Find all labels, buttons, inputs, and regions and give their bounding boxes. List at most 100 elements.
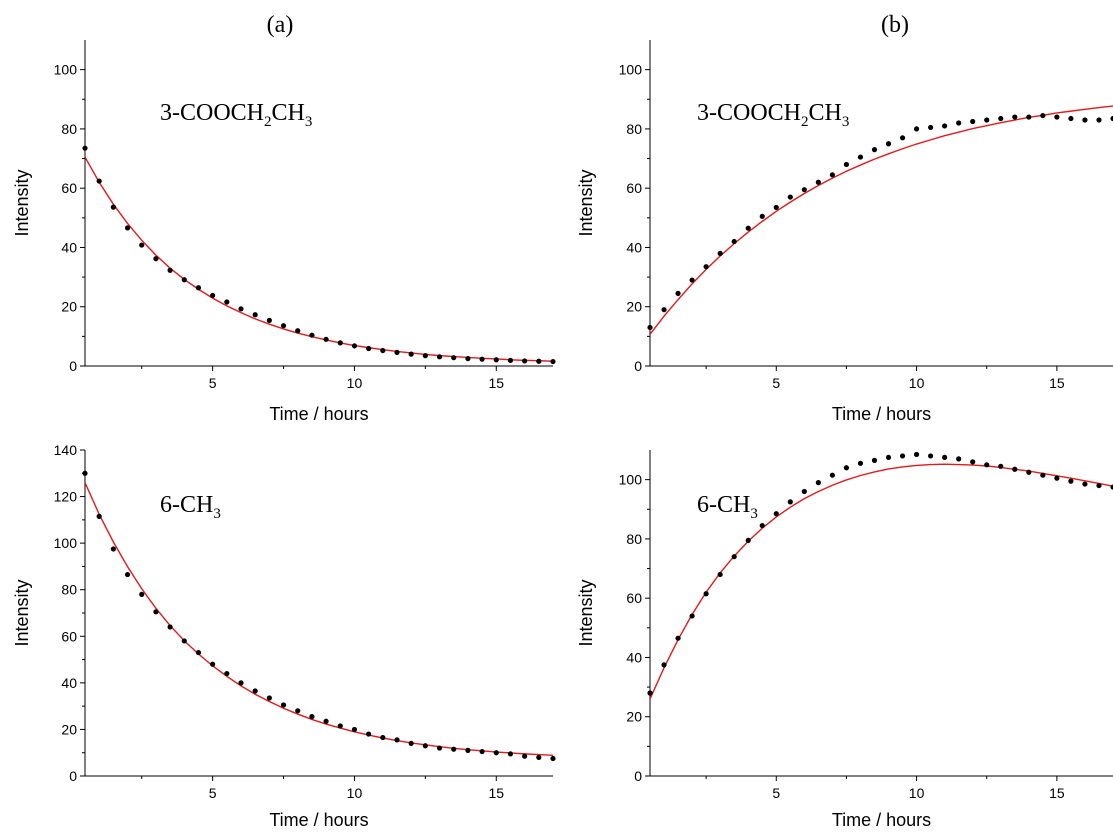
y-tick-label: 80 <box>626 531 642 547</box>
x-tick-label: 5 <box>209 375 217 391</box>
y-tick-label: 120 <box>54 489 78 505</box>
data-point <box>366 345 372 352</box>
y-tick-label: 40 <box>61 675 77 691</box>
data-point <box>280 323 287 329</box>
y-tick-label: 20 <box>61 299 77 315</box>
data-point <box>1040 472 1046 478</box>
data-point <box>1054 114 1060 120</box>
x-tick-label: 15 <box>488 375 504 391</box>
x-tick-label: 10 <box>347 375 363 391</box>
data-point <box>139 591 145 597</box>
data-point <box>801 488 807 495</box>
fit-line <box>85 156 553 362</box>
data-point <box>647 690 653 696</box>
y-axis-label: Intensity <box>12 579 32 646</box>
y-tick-label: 0 <box>69 358 77 374</box>
data-point <box>1082 117 1088 123</box>
compound-label-part: 3-COOCH <box>160 100 264 126</box>
data-point <box>110 546 116 552</box>
data-point <box>998 463 1004 469</box>
data-point <box>436 745 443 751</box>
data-point <box>252 688 258 694</box>
data-point <box>195 285 202 291</box>
y-tick-label: 100 <box>54 535 78 551</box>
y-tick-label: 20 <box>626 299 642 315</box>
y-tick-label: 40 <box>61 239 77 255</box>
compound-label: 6-CH3 <box>697 492 758 522</box>
y-tick-label: 20 <box>626 709 642 725</box>
data-point <box>550 358 556 365</box>
data-point <box>871 147 878 153</box>
data-point <box>351 343 358 349</box>
y-tick-label: 100 <box>619 62 643 78</box>
x-tick-label: 5 <box>772 785 780 801</box>
data-point <box>759 522 765 529</box>
compound-label-part: 6-CH <box>697 492 750 518</box>
compound-label-subscript: 2 <box>264 114 272 130</box>
chart-b-top: 0 20 40 60 80 100 5 10 15 Time / hours Intensity 3-… <box>576 40 1113 424</box>
data-point <box>928 453 934 459</box>
data-point <box>522 753 528 759</box>
data-point <box>871 457 878 463</box>
y-axis-label: Intensity <box>12 169 32 236</box>
data-point <box>309 332 315 338</box>
y-tick-label: 80 <box>626 121 642 137</box>
data-point <box>913 451 920 458</box>
chart-a-top: 0 20 40 60 80 100 5 10 15 Time / hours Intensity 3-… <box>12 40 556 424</box>
data-point <box>507 751 514 757</box>
y-tick-label: 40 <box>626 239 642 255</box>
data-point <box>984 117 990 123</box>
y-tick-label: 140 <box>54 442 78 458</box>
y-tick-label: 60 <box>626 180 642 196</box>
data-point <box>970 459 976 465</box>
data-point <box>366 731 372 737</box>
data-point <box>295 328 301 334</box>
data-point <box>82 470 88 476</box>
data-point <box>451 355 457 361</box>
data-point <box>815 179 821 185</box>
data-point <box>252 312 258 318</box>
data-point <box>815 480 821 486</box>
compound-label-subscript: 3 <box>842 114 850 130</box>
data-point <box>181 277 187 283</box>
data-point <box>1110 484 1113 490</box>
data-point <box>787 499 793 505</box>
data-point <box>451 746 457 752</box>
data-point <box>238 306 244 312</box>
data-point <box>422 743 428 749</box>
compound-label-subscript: 3 <box>750 506 758 522</box>
data-point <box>1012 466 1018 472</box>
data-point <box>689 277 695 283</box>
x-axis-label: Time / hours <box>832 404 931 424</box>
x-tick-label: 10 <box>347 785 363 801</box>
data-point <box>266 695 272 701</box>
data-point <box>280 702 287 708</box>
data-point <box>1012 114 1018 120</box>
x-axis-label: Time / hours <box>269 404 368 424</box>
compound-label-part: 3-COOCH <box>697 100 801 126</box>
data-point <box>210 661 216 667</box>
y-tick-label: 0 <box>69 768 77 784</box>
data-point <box>745 225 751 231</box>
data-point <box>408 740 414 747</box>
data-point <box>139 242 145 248</box>
data-point <box>773 204 779 211</box>
data-point <box>167 267 173 273</box>
data-point <box>550 755 556 762</box>
x-tick-label: 10 <box>909 785 925 801</box>
data-point <box>195 649 202 656</box>
data-point <box>465 355 471 362</box>
y-tick-label: 0 <box>634 358 642 374</box>
compound-label: 3-COOCH2CH3 <box>160 100 312 130</box>
data-point <box>96 178 102 184</box>
data-point <box>773 511 779 517</box>
data-point <box>759 213 765 219</box>
data-point <box>394 349 400 355</box>
data-point <box>717 571 723 578</box>
y-tick-label: 80 <box>61 582 77 598</box>
x-tick-label: 5 <box>772 375 780 391</box>
fit-line <box>650 463 1113 700</box>
data-point <box>717 250 723 256</box>
data-point <box>703 591 709 597</box>
